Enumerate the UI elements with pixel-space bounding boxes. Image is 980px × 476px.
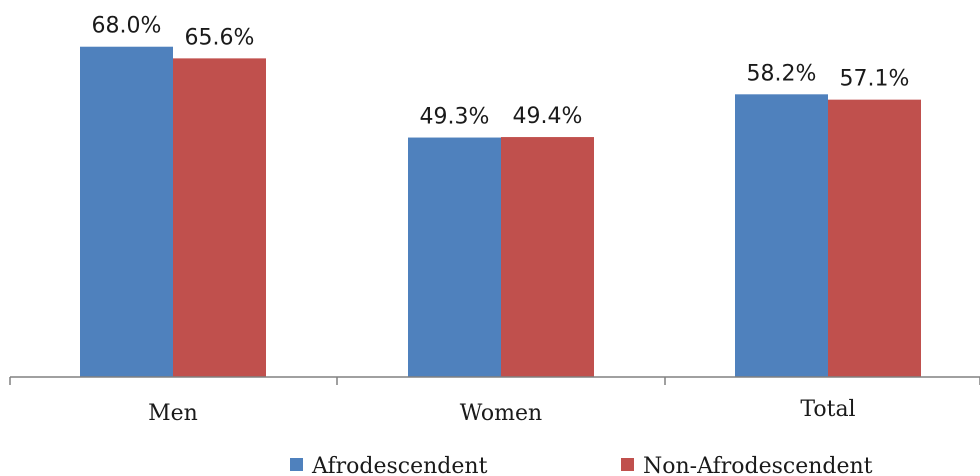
bar-afrodescendent-men — [80, 46, 173, 377]
data-label-afrodescendent-men: 68.0% — [92, 14, 162, 39]
data-labels-group: 68.0% 65.6% 49.3% 49.4% 58.2% 57.1% — [92, 14, 910, 130]
data-label-non-afrodescendent-total: 57.1% — [840, 67, 910, 92]
data-label-non-afrodescendent-men: 65.6% — [185, 25, 255, 50]
bars-group — [80, 46, 921, 378]
bar-afrodescendent-women — [408, 137, 501, 377]
bar-non-afrodescendent-men — [173, 58, 266, 377]
legend-swatch-afrodescendent — [290, 458, 303, 471]
category-label-women: Women — [460, 401, 542, 426]
data-label-non-afrodescendent-women: 49.4% — [513, 104, 583, 129]
category-label-men: Men — [148, 401, 198, 426]
bar-non-afrodescendent-women — [501, 137, 594, 377]
category-label-total: Total — [800, 397, 855, 422]
data-label-afrodescendent-women: 49.3% — [420, 105, 490, 130]
data-label-afrodescendent-total: 58.2% — [747, 61, 817, 86]
legend-swatch-non-afrodescendent — [621, 458, 634, 471]
x-axis — [9, 376, 980, 385]
legend-label-afrodescendent: Afrodescendent — [311, 454, 488, 476]
legend-label-non-afrodescendent: Non-Afrodescendent — [643, 454, 873, 476]
bar-non-afrodescendent-total — [828, 99, 921, 378]
legend: Afrodescendent Non-Afrodescendent — [290, 454, 873, 476]
category-labels-group: Men Women Total — [148, 397, 855, 426]
bar-afrodescendent-total — [735, 94, 828, 378]
